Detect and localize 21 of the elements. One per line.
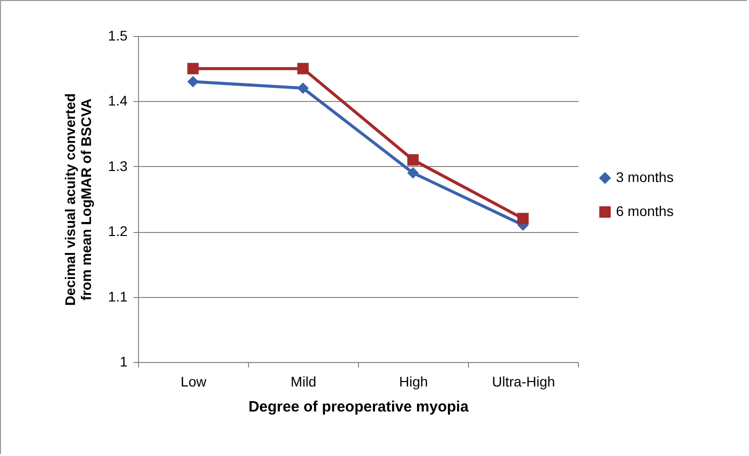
- x-tick-label: High: [399, 374, 428, 390]
- point: [297, 62, 309, 74]
- point: [407, 167, 419, 179]
- y-tick-label: 1.5: [108, 28, 128, 44]
- point: [517, 212, 529, 224]
- y-tick-label: 1.4: [108, 92, 128, 109]
- legend-label: 6 months: [616, 203, 674, 219]
- y-tick-label: 1.3: [108, 158, 128, 174]
- x-tick-label: Low: [180, 374, 208, 390]
- legend-label: 3 months: [616, 169, 674, 185]
- x-tick-label: Mild: [290, 374, 316, 390]
- point: [187, 76, 199, 88]
- x-axis-title: Degree of preoperative myopia: [248, 398, 470, 416]
- y-axis-title: Decimal visual acuity converted from mean LogMAR of BSCVA: [62, 93, 94, 306]
- y-tick-label: 1.1: [108, 288, 128, 304]
- y-tick-label: 1: [120, 354, 128, 370]
- point: [297, 82, 309, 94]
- x-tick-label: Ultra-High: [492, 374, 556, 390]
- y-tick-label: 1.2: [108, 223, 128, 240]
- point: [187, 62, 199, 74]
- point: [407, 154, 419, 166]
